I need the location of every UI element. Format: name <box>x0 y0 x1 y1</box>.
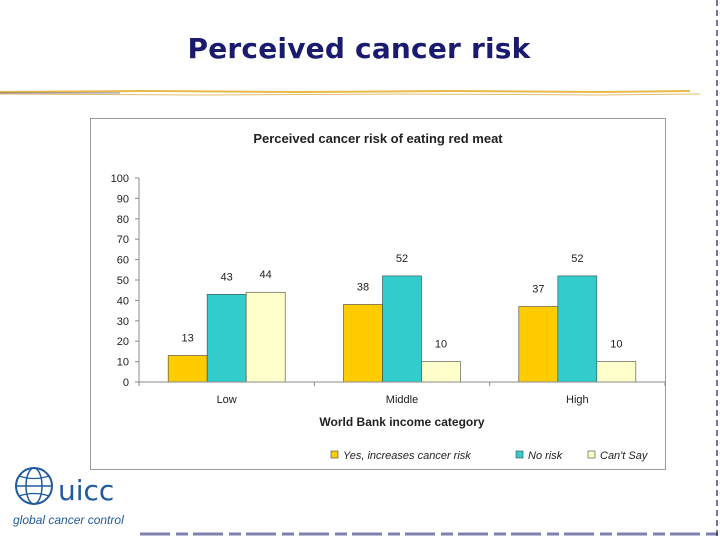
bars: 13 43 44 38 52 10 37 52 10 <box>167 253 637 383</box>
data-label: 43 <box>221 271 233 283</box>
legend: Yes, increases cancer risk No risk Can't S… <box>330 450 649 462</box>
bar <box>343 304 383 383</box>
bar <box>206 293 247 383</box>
legend-label: Yes, increases cancer risk <box>343 450 471 462</box>
x-axis-title: World Bank income category <box>319 415 484 429</box>
x-axis: Low Middle High <box>138 381 665 406</box>
bar <box>167 355 208 383</box>
y-tick-label: 80 <box>117 214 129 226</box>
logo-tagline: global cancer control <box>13 513 124 527</box>
y-tick-label: 90 <box>117 193 129 205</box>
x-tick-label: High <box>566 394 589 406</box>
y-tick-label: 30 <box>117 316 129 328</box>
uicc-logo: uicc global cancer control <box>10 464 135 530</box>
y-tick-label: 40 <box>117 295 129 307</box>
legend-swatch <box>330 450 339 459</box>
data-label: 52 <box>571 253 583 265</box>
data-label: 13 <box>182 332 194 344</box>
data-label: 38 <box>357 281 369 293</box>
bar <box>245 291 286 383</box>
data-label: 52 <box>396 253 408 265</box>
data-label: 37 <box>532 284 544 296</box>
chart-title: Perceived cancer risk of eating red meat <box>253 131 503 146</box>
y-tick-label: 20 <box>117 336 129 348</box>
bottom-decoration <box>140 532 720 536</box>
data-label: 44 <box>260 269 272 281</box>
bar <box>382 275 422 383</box>
y-tick-label: 0 <box>123 377 129 389</box>
right-edge-decoration <box>716 0 718 540</box>
bar-chart: Perceived cancer risk of eating red meat… <box>111 131 665 462</box>
bar <box>557 275 598 383</box>
legend-label: Can't Say <box>600 450 649 462</box>
y-tick-label: 60 <box>117 255 129 267</box>
y-tick-label: 70 <box>117 234 129 246</box>
y-tick-label: 50 <box>117 275 129 287</box>
legend-swatch <box>515 450 524 459</box>
title-divider <box>0 89 701 96</box>
chart-frame: Perceived cancer risk of eating red meat… <box>90 118 666 470</box>
y-tick-label: 100 <box>111 173 129 185</box>
data-label: 10 <box>435 339 447 351</box>
x-tick-label: Middle <box>386 394 418 406</box>
logo-wordmark: uicc <box>58 474 114 507</box>
y-tick-label: 10 <box>117 357 129 369</box>
legend-swatch <box>587 450 596 459</box>
bar <box>518 306 559 383</box>
bar <box>421 361 461 383</box>
bar <box>596 361 637 383</box>
legend-label: No risk <box>528 450 563 462</box>
globe-icon <box>15 467 53 505</box>
data-label: 10 <box>610 339 622 351</box>
slide-title: Perceived cancer risk <box>187 32 531 65</box>
y-axis: 0 10 20 30 40 50 60 70 80 90 100 <box>111 173 140 389</box>
x-tick-label: Low <box>217 394 237 406</box>
